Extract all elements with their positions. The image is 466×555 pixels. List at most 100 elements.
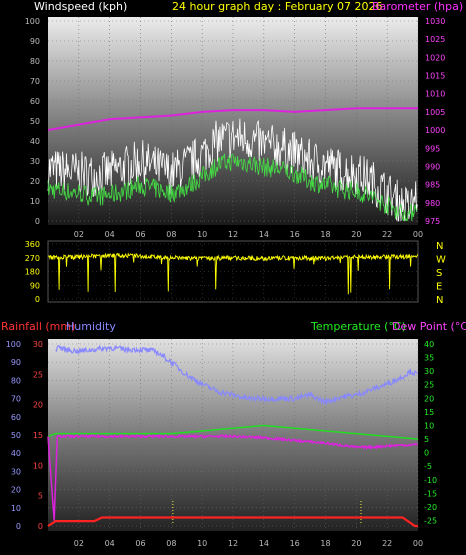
windspeed-tick-label: 40 xyxy=(30,137,40,146)
windspeed-tick-label: 70 xyxy=(30,77,40,86)
hour-label: 18 xyxy=(320,539,330,548)
compass-letter: S xyxy=(436,268,442,279)
humidity-tick-label: 0 xyxy=(16,522,21,531)
dewpoint-line xyxy=(47,433,418,521)
temperature-line xyxy=(47,424,419,440)
hour-label: 04 xyxy=(105,230,115,239)
hour-label: 10 xyxy=(197,539,207,548)
hour-labels-bottom: 02 04 06 08 10 12 14 16 18 20 22 00 xyxy=(74,539,423,548)
hour-label: 22 xyxy=(382,230,392,239)
humidity-tick-label: 90 xyxy=(11,358,21,367)
hour-label: 10 xyxy=(197,230,207,239)
temperature-tick-label: 35 xyxy=(424,354,434,363)
windspeed-tick-label: 20 xyxy=(30,177,40,186)
temperature-tick-label: 10 xyxy=(424,421,434,430)
direction-ticks: 0 90 180 270 360 xyxy=(25,240,40,304)
rainfall-line xyxy=(47,516,418,528)
temperature-tick-label: 20 xyxy=(424,394,434,403)
hour-label: 02 xyxy=(74,230,84,239)
barometer-tick-label: 990 xyxy=(425,162,440,171)
climate-series xyxy=(47,344,419,528)
humidity-line xyxy=(55,344,418,406)
graph-title: 24 hour graph day : February 07 2026 xyxy=(172,0,383,13)
barometer-tick-label: 975 xyxy=(425,217,440,226)
humidity-tick-label: 10 xyxy=(11,504,21,513)
rainfall-tick-label: 5 xyxy=(38,492,43,501)
windspeed-tick-label: 80 xyxy=(30,57,40,66)
temperature-tick-label: 40 xyxy=(424,340,434,349)
windspeed-tick-label: 90 xyxy=(30,37,40,46)
barometer-ticks: 975 980 985 990 995 1000 1005 1010 1015 1020 1025 1… xyxy=(425,17,445,226)
hour-label: 20 xyxy=(351,230,361,239)
barometer-tick-label: 985 xyxy=(425,181,440,190)
humidity-tick-label: 20 xyxy=(11,486,21,495)
windspeed-axis-title: Windspeed (kph) xyxy=(34,0,127,13)
temperature-axis-title: Temperature (°C) xyxy=(310,320,406,333)
humidity-axis-title: Humidity xyxy=(66,320,116,333)
barometer-tick-label: 1030 xyxy=(425,17,445,26)
temperature-tick-label: -15 xyxy=(424,489,437,498)
windspeed-tick-label: 50 xyxy=(30,117,40,126)
hour-label: 22 xyxy=(382,539,392,548)
direction-tick-label: 270 xyxy=(25,254,40,263)
hour-labels-top: 02 04 06 08 10 12 14 16 18 20 22 00 xyxy=(74,230,423,239)
hour-label: 14 xyxy=(259,230,269,239)
temperature-tick-label: 5 xyxy=(424,435,429,444)
windspeed-tick-label: 30 xyxy=(30,157,40,166)
hour-label: 20 xyxy=(351,539,361,548)
temperature-tick-label: -25 xyxy=(424,517,437,526)
windspeed-tick-label: 0 xyxy=(35,217,40,226)
hour-label: 18 xyxy=(320,230,330,239)
rainfall-tick-label: 10 xyxy=(33,461,43,470)
direction-tick-label: 0 xyxy=(35,295,40,304)
barometer-axis-title: Barometer (hpa) xyxy=(372,0,463,13)
barometer-tick-label: 1020 xyxy=(425,53,445,62)
humidity-tick-label: 40 xyxy=(11,449,21,458)
hour-label: 14 xyxy=(259,539,269,548)
rainfall-tick-label: 25 xyxy=(33,370,43,379)
temperature-ticks: -25 -20 -15 -10 -5 0 5 10 15 20 25 30 35 40 xyxy=(424,340,437,526)
temperature-tick-label: 0 xyxy=(424,449,429,458)
barometer-line xyxy=(47,107,418,132)
humidity-tick-label: 70 xyxy=(11,395,21,404)
wind-panel-series xyxy=(47,107,418,222)
hour-label: 16 xyxy=(290,230,300,239)
temperature-tick-label: 15 xyxy=(424,408,434,417)
barometer-tick-label: 1005 xyxy=(425,108,445,117)
hour-label: 06 xyxy=(135,230,145,239)
temperature-tick-label: -10 xyxy=(424,476,437,485)
windspeed-tick-label: 100 xyxy=(25,17,40,26)
compass-letter: N xyxy=(436,241,443,252)
hour-label: 16 xyxy=(290,539,300,548)
compass-letter: E xyxy=(436,282,442,293)
hour-label: 00 xyxy=(413,230,423,239)
direction-line xyxy=(47,252,419,295)
humidity-tick-label: 60 xyxy=(11,413,21,422)
humidity-tick-label: 80 xyxy=(11,376,21,385)
hour-label: 08 xyxy=(166,230,176,239)
barometer-tick-label: 1025 xyxy=(425,35,445,44)
barometer-tick-label: 1010 xyxy=(425,90,445,99)
barometer-tick-label: 1000 xyxy=(425,126,445,135)
direction-tick-label: 90 xyxy=(30,281,40,290)
temperature-tick-label: 30 xyxy=(424,367,434,376)
barometer-tick-label: 995 xyxy=(425,144,440,153)
rainfall-tick-label: 20 xyxy=(33,401,43,410)
direction-series xyxy=(47,252,419,295)
compass-letter: W xyxy=(436,255,446,266)
windspeed-tick-label: 10 xyxy=(30,197,40,206)
rainfall-axis-title: Rainfall (mm) xyxy=(1,320,75,333)
dewpoint-axis-title: Dew Point (°C) xyxy=(392,320,466,333)
hour-label: 12 xyxy=(228,539,238,548)
humidity-ticks: 0 10 20 30 40 50 60 70 80 90 100 xyxy=(6,340,21,531)
rainfall-ticks: 0 5 10 15 20 25 30 xyxy=(33,340,43,531)
hour-label: 08 xyxy=(166,539,176,548)
temperature-tick-label: -5 xyxy=(424,462,432,471)
hour-label: 12 xyxy=(228,230,238,239)
wind-panel-grid xyxy=(48,17,419,225)
windspeed-line xyxy=(47,153,418,222)
hour-label: 00 xyxy=(413,539,423,548)
